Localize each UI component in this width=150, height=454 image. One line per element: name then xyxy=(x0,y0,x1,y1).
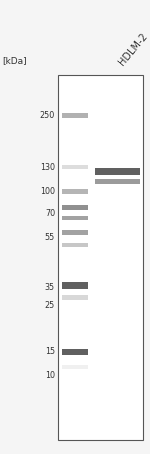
Bar xyxy=(62,295,88,300)
Text: 100: 100 xyxy=(40,187,55,196)
Bar xyxy=(58,75,143,440)
Bar xyxy=(62,349,88,355)
Text: [kDa]: [kDa] xyxy=(2,56,27,65)
Bar xyxy=(95,178,140,183)
Text: 70: 70 xyxy=(45,208,55,217)
Text: 130: 130 xyxy=(40,163,55,172)
Bar xyxy=(62,204,88,209)
Text: 10: 10 xyxy=(45,370,55,380)
Text: 250: 250 xyxy=(40,110,55,119)
Bar xyxy=(62,165,88,169)
Text: HDLM-2: HDLM-2 xyxy=(117,31,150,67)
Bar xyxy=(62,365,88,369)
Bar xyxy=(62,243,88,247)
Text: 55: 55 xyxy=(45,233,55,242)
Text: 15: 15 xyxy=(45,347,55,356)
Text: 35: 35 xyxy=(45,283,55,292)
Bar xyxy=(62,113,88,118)
Bar xyxy=(62,188,88,193)
Bar xyxy=(95,168,140,174)
Bar xyxy=(62,230,88,235)
Text: 25: 25 xyxy=(45,301,55,310)
Bar xyxy=(62,216,88,220)
Bar xyxy=(62,281,88,288)
